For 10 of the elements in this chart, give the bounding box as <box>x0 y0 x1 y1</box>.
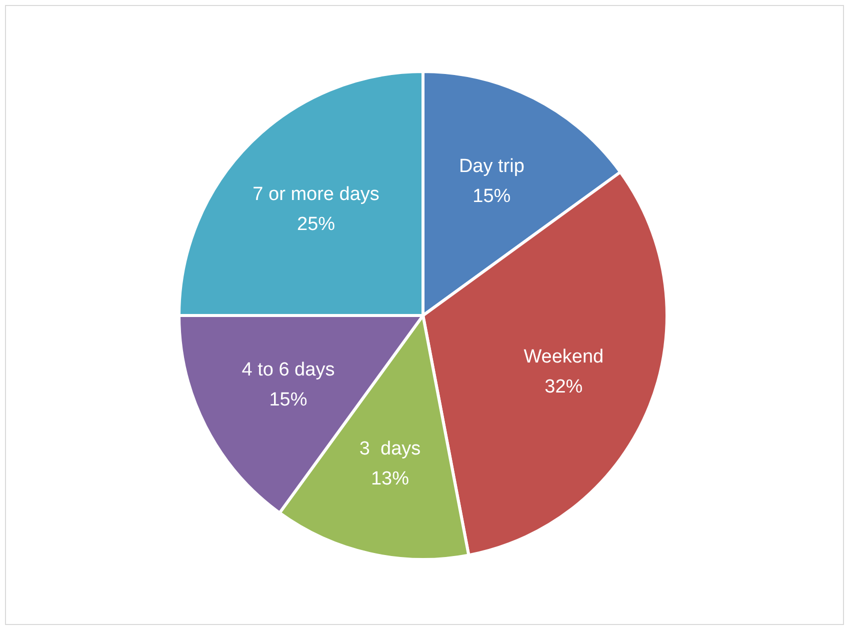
slice-label: Weekend <box>524 346 604 368</box>
data-label: 25% <box>297 214 336 235</box>
slice-label: 4 to 6 days <box>242 359 335 380</box>
data-label: 15% <box>269 389 308 410</box>
slice-label: 3 days <box>359 438 421 460</box>
slice-label: 7 or more days <box>252 184 380 205</box>
data-label: 13% <box>370 468 410 490</box>
data-label: 15% <box>472 186 511 207</box>
slice-label: Day trip <box>458 156 524 177</box>
data-label: 32% <box>544 376 583 398</box>
